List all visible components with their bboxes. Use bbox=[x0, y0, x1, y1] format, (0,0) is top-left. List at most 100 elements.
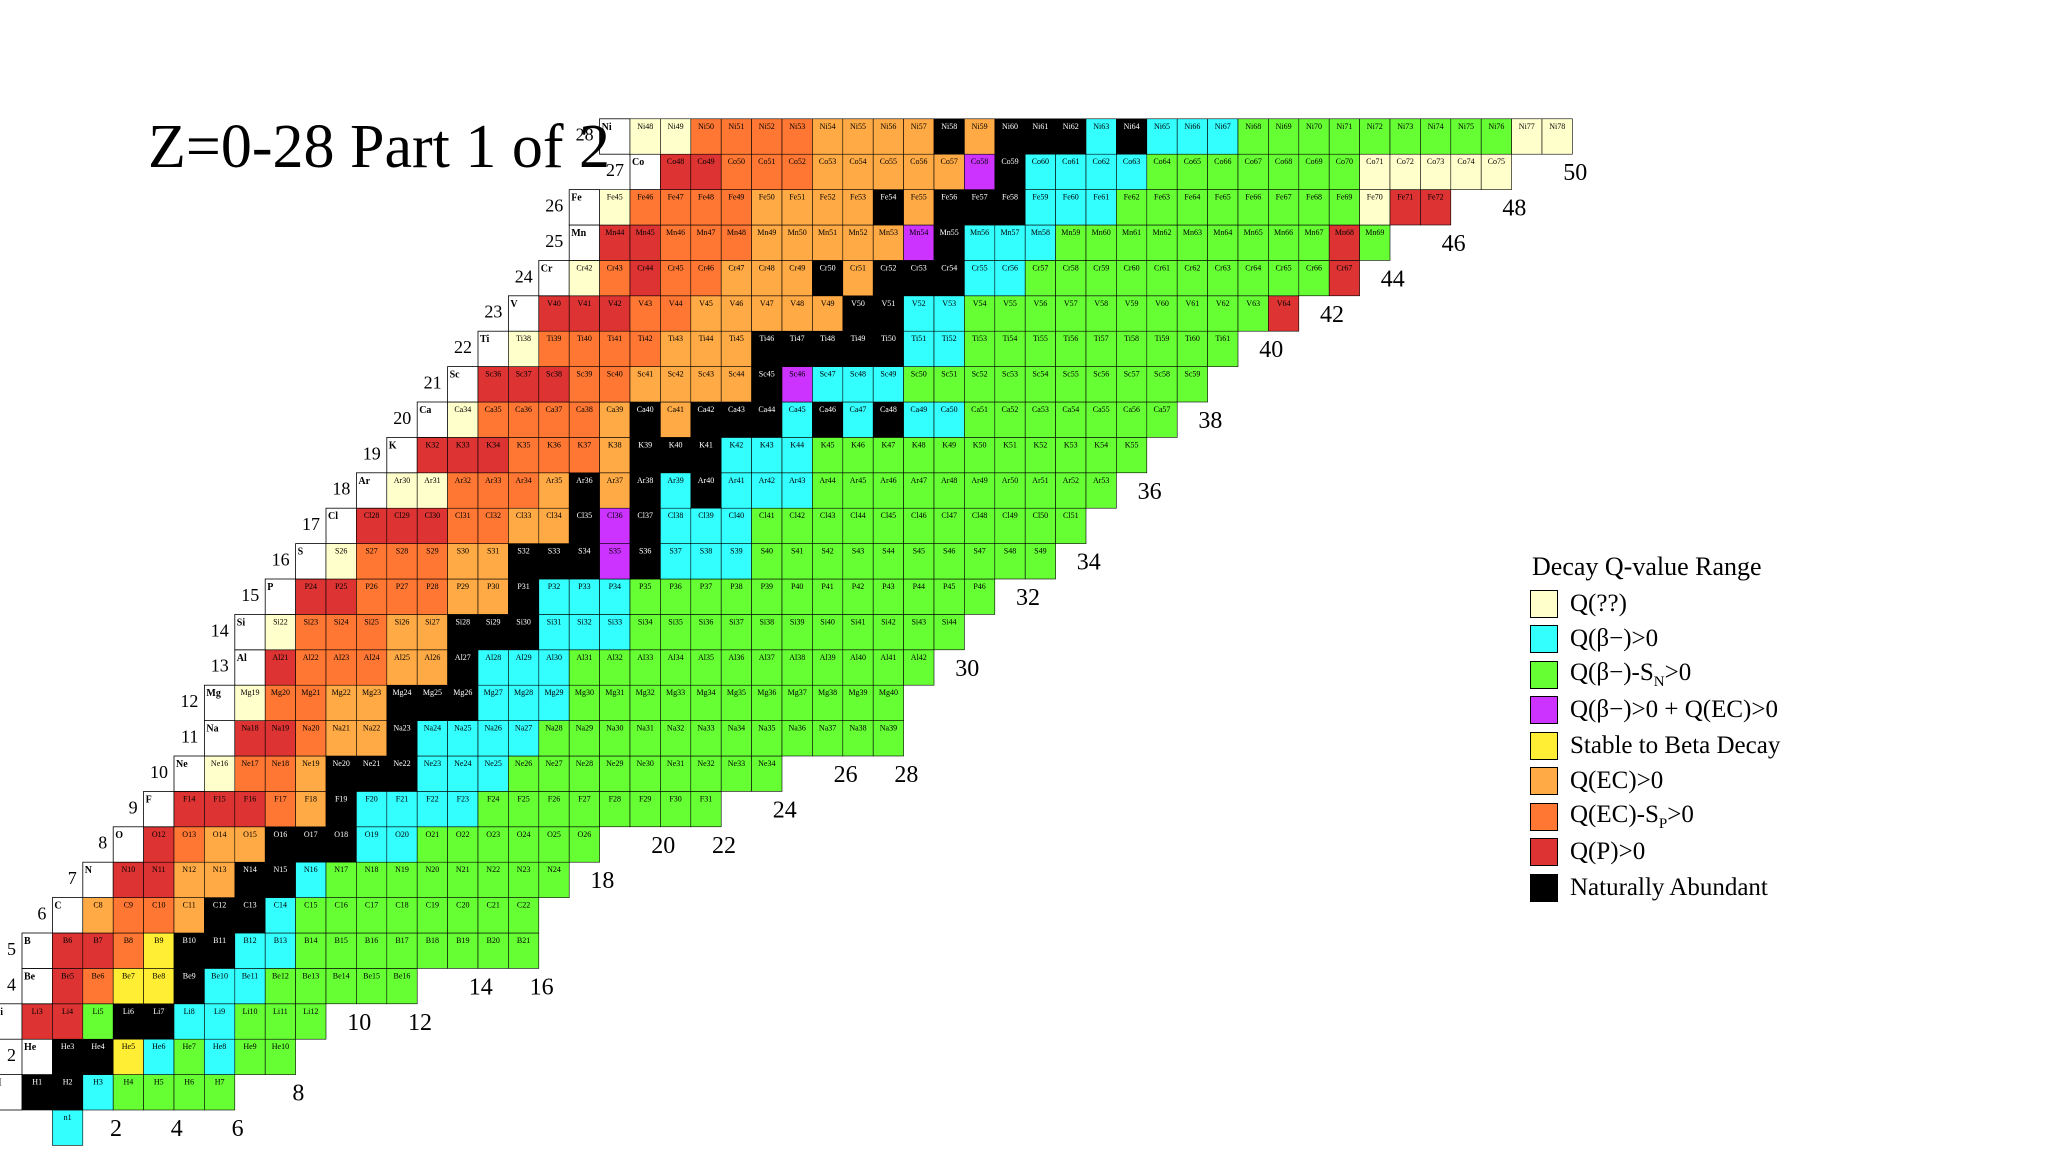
isotope-box bbox=[416, 932, 448, 969]
isotope-box bbox=[1085, 118, 1117, 155]
isotope-label: P38 bbox=[730, 582, 742, 591]
isotope-label: Al30 bbox=[546, 653, 562, 662]
isotope-cell: K53 bbox=[1055, 437, 1087, 474]
isotope-cell: Mn44 bbox=[599, 224, 631, 261]
isotope-box bbox=[143, 1038, 175, 1075]
isotope-label: Si43 bbox=[911, 617, 926, 626]
isotope-cell: Ni67 bbox=[1207, 118, 1239, 155]
isotope-cell: Co56 bbox=[903, 153, 935, 190]
isotope-box bbox=[872, 543, 904, 580]
isotope-label: B18 bbox=[426, 936, 439, 945]
n-label: 22 bbox=[712, 833, 736, 859]
element-symbol: Sc bbox=[450, 370, 461, 381]
legend-label: Q(EC)-SP>0 bbox=[1570, 800, 1694, 832]
isotope-label: Ne28 bbox=[576, 759, 593, 768]
isotope-label: O17 bbox=[304, 830, 318, 839]
isotope-box bbox=[538, 437, 570, 474]
isotope-label: Fe59 bbox=[1032, 193, 1048, 202]
isotope-cell: V50 bbox=[842, 295, 874, 332]
isotope-cell: Ca56 bbox=[1116, 401, 1148, 438]
isotope-cell: Ni68 bbox=[1237, 118, 1269, 155]
isotope-cell: S46 bbox=[933, 543, 965, 580]
isotope-box bbox=[264, 1038, 296, 1075]
isotope-label: Mn65 bbox=[1244, 228, 1263, 237]
isotope-box bbox=[599, 543, 631, 580]
isotope-box bbox=[143, 897, 175, 934]
isotope-label: Co54 bbox=[849, 157, 866, 166]
isotope-cell: Ar33 bbox=[477, 472, 509, 509]
isotope-cell: Ti43 bbox=[660, 330, 692, 367]
isotope-cell: He8 bbox=[204, 1038, 236, 1075]
isotope-cell: Al40 bbox=[842, 649, 874, 686]
isotope-label: Cl40 bbox=[729, 511, 745, 520]
isotope-cell: O24 bbox=[508, 826, 540, 863]
isotope-label: V47 bbox=[760, 299, 774, 308]
isotope-box bbox=[812, 649, 844, 686]
isotope-cell: Mn48 bbox=[720, 224, 752, 261]
isotope-label: Mn48 bbox=[727, 228, 746, 237]
isotope-cell: O14 bbox=[204, 826, 236, 863]
isotope-box bbox=[1328, 260, 1360, 297]
isotope-label: S30 bbox=[457, 547, 469, 556]
isotope-box bbox=[234, 932, 266, 969]
isotope-box bbox=[690, 224, 722, 261]
isotope-label: Cr52 bbox=[880, 263, 896, 272]
isotope-cell: F25 bbox=[508, 791, 540, 828]
isotope-box bbox=[1146, 295, 1178, 332]
isotope-label: K50 bbox=[973, 440, 987, 449]
n-label: 6 bbox=[232, 1116, 244, 1142]
isotope-label: Mg37 bbox=[788, 688, 807, 697]
isotope-cell: Mn47 bbox=[690, 224, 722, 261]
isotope-label: N14 bbox=[243, 865, 257, 874]
isotope-box bbox=[599, 720, 631, 757]
isotope-box bbox=[903, 472, 935, 509]
isotope-label: Ni48 bbox=[637, 122, 653, 131]
isotope-label: Co65 bbox=[1184, 157, 1201, 166]
isotope-label: Ar36 bbox=[576, 476, 592, 485]
element-box-Ti bbox=[477, 330, 509, 368]
isotope-cell: Ne32 bbox=[690, 755, 722, 792]
isotope-label: K53 bbox=[1064, 440, 1078, 449]
isotope-cell: Fe50 bbox=[751, 189, 783, 226]
isotope-cell: Ni61 bbox=[1024, 118, 1056, 155]
isotope-cell: Cl29 bbox=[386, 507, 418, 544]
isotope-box bbox=[1420, 118, 1452, 155]
isotope-label: Na18 bbox=[241, 724, 258, 733]
isotope-label: Cl45 bbox=[881, 511, 897, 520]
n-label: 16 bbox=[530, 974, 554, 1000]
isotope-cell: Ni73 bbox=[1389, 118, 1421, 155]
isotope-box bbox=[295, 649, 327, 686]
isotope-label: C22 bbox=[517, 901, 530, 910]
isotope-label: Ni77 bbox=[1519, 122, 1535, 131]
isotope-label: Fe52 bbox=[820, 193, 836, 202]
isotope-cell: Cl43 bbox=[812, 507, 844, 544]
isotope-label: S45 bbox=[913, 547, 925, 556]
isotope-box bbox=[1055, 366, 1087, 403]
isotope-label: B16 bbox=[365, 936, 378, 945]
isotope-cell: Ar44 bbox=[812, 472, 844, 509]
isotope-label: Ar39 bbox=[667, 476, 683, 485]
element-box-O bbox=[112, 826, 144, 863]
isotope-label: Ca57 bbox=[1154, 405, 1171, 414]
isotope-cell: S35 bbox=[599, 543, 631, 580]
isotope-cell: Al37 bbox=[751, 649, 783, 686]
isotope-label: Fe71 bbox=[1397, 193, 1413, 202]
isotope-cell: Co51 bbox=[751, 153, 783, 190]
isotope-cell: P30 bbox=[477, 578, 509, 615]
isotope-label: Ti42 bbox=[638, 334, 653, 343]
isotope-cell: Sc50 bbox=[903, 366, 935, 403]
isotope-box bbox=[1024, 153, 1056, 190]
isotope-cell: Ar42 bbox=[751, 472, 783, 509]
isotope-cell: Sc48 bbox=[842, 366, 874, 403]
z-label: 18 bbox=[332, 479, 350, 499]
z-label: 2 bbox=[7, 1045, 16, 1065]
isotope-cell: Mg36 bbox=[751, 684, 783, 721]
isotope-label: Ar40 bbox=[698, 476, 714, 485]
isotope-cell: Si39 bbox=[781, 614, 813, 651]
isotope-box bbox=[1146, 224, 1178, 261]
isotope-label: Ne21 bbox=[363, 759, 380, 768]
isotope-box bbox=[264, 968, 296, 1005]
isotope-cell: Ne25 bbox=[477, 755, 509, 792]
isotope-cell: Be12 bbox=[264, 968, 296, 1005]
isotope-label: N16 bbox=[304, 865, 318, 874]
